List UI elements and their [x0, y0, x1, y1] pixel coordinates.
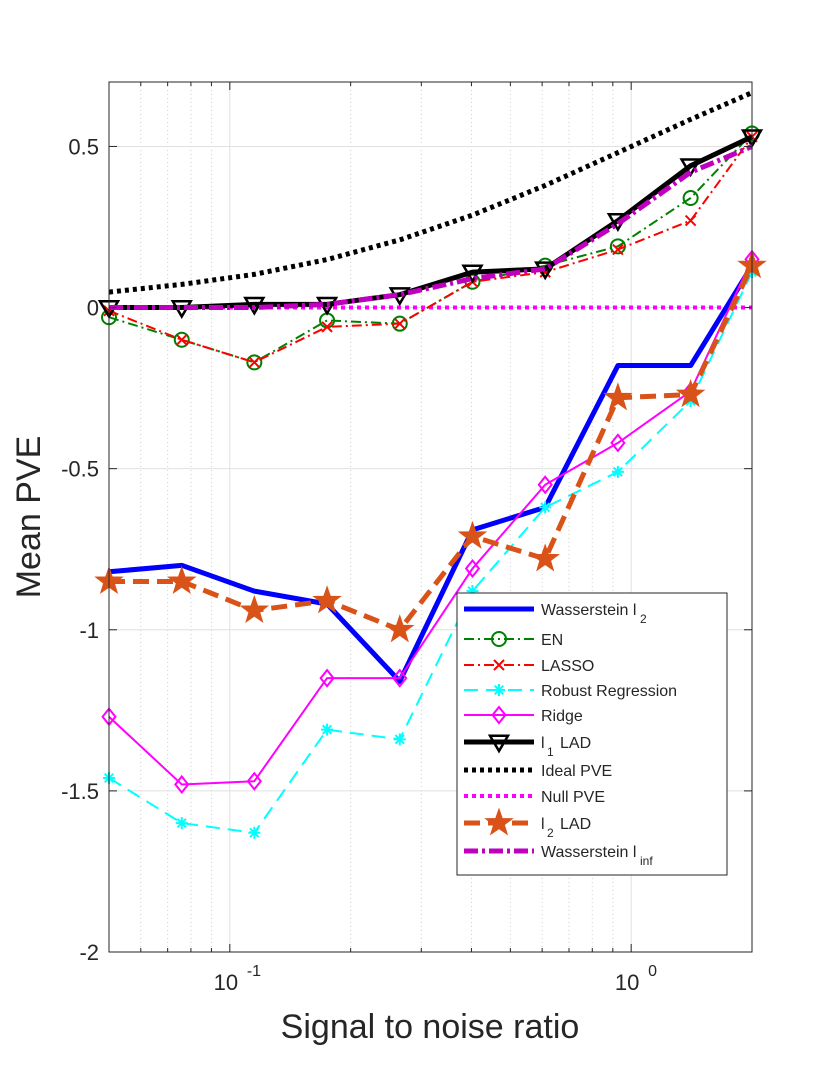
- x-tick-exponent: -1: [247, 963, 261, 980]
- legend-entry-0: Wasserstein l 2: [464, 602, 647, 626]
- series-6: [108, 90, 753, 295]
- marker-x: [684, 214, 697, 227]
- legend-box: [456, 592, 728, 876]
- series-0: [108, 264, 755, 684]
- series-line: [108, 258, 753, 786]
- marker-triangle: [679, 158, 702, 178]
- legend-entry-2: LASSO: [464, 658, 594, 675]
- marker-x: [176, 334, 188, 346]
- legend-label-suffix: LAD: [560, 735, 591, 752]
- y-tick-label: -0.5: [61, 457, 99, 482]
- marker-pentagram: [312, 585, 342, 614]
- legend: Wasserstein l 2 EN LASSO Robust Regression Ri…: [456, 592, 728, 876]
- marker-asterisk: [175, 817, 188, 830]
- marker-circle: [491, 631, 507, 647]
- series-line: [108, 136, 753, 364]
- marker-diamond: [319, 668, 335, 688]
- series-line: [108, 90, 753, 295]
- legend-label: Null PVE: [541, 789, 605, 806]
- marker-asterisk: [611, 465, 624, 478]
- marker-pentagram: [675, 379, 706, 408]
- y-tick-label: -2: [79, 940, 99, 965]
- marker-triangle: [487, 734, 511, 754]
- plot-area-frame: [108, 81, 753, 953]
- marker-x: [321, 321, 333, 333]
- legend-label-subscript: 1: [547, 745, 554, 759]
- marker-circle: [682, 190, 699, 206]
- legend-label-subscript: inf: [640, 854, 653, 868]
- legend-label: Ideal PVE: [541, 763, 612, 780]
- legend-entry-1: EN: [464, 631, 563, 649]
- marker-diamond: [174, 774, 190, 795]
- marker-pentagram: [530, 543, 560, 572]
- marker-diamond: [246, 771, 263, 791]
- marker-pentagram: [385, 614, 415, 643]
- marker-asterisk: [321, 723, 334, 736]
- legend-entry-7: Null PVE: [464, 789, 605, 806]
- marker-asterisk: [684, 395, 697, 407]
- legend-label: Wasserstein l: [541, 602, 636, 619]
- marker-x: [248, 356, 261, 369]
- marker-asterisk: [539, 501, 552, 514]
- series-line: [108, 264, 755, 684]
- legend-label: l: [541, 816, 545, 833]
- y-tick-label: 0.5: [68, 134, 99, 159]
- marker-x: [493, 659, 505, 671]
- x-tick-label: 10: [214, 970, 238, 995]
- marker-diamond: [610, 433, 626, 453]
- series-line: [109, 144, 753, 311]
- marker-diamond: [537, 475, 553, 495]
- legend-label-suffix: LAD: [560, 816, 591, 833]
- legend-label: l: [541, 735, 545, 752]
- x-tick-label: 10: [615, 970, 639, 995]
- series-line: [108, 132, 753, 364]
- marker-diamond: [491, 705, 507, 725]
- legend-label: Robust Regression: [541, 683, 677, 700]
- marker-asterisk: [393, 733, 406, 746]
- marker-pentagram: [484, 807, 514, 836]
- series-9: [109, 144, 753, 311]
- marker-triangle: [243, 296, 266, 316]
- legend-entry-8: l 2 LAD: [464, 807, 591, 840]
- marker-pentagram: [603, 382, 633, 411]
- legend-label-subscript: 2: [547, 826, 554, 840]
- y-tick-label: -1.5: [61, 779, 99, 804]
- marker-asterisk: [466, 585, 479, 598]
- marker-asterisk: [248, 826, 261, 839]
- marker-x: [394, 317, 406, 330]
- legend-label: EN: [541, 632, 563, 649]
- marker-circle: [173, 331, 190, 348]
- y-tick-label: -1: [79, 618, 99, 643]
- marker-circle: [246, 354, 263, 371]
- marker-pentagram: [239, 594, 270, 624]
- marker-pentagram: [166, 565, 197, 595]
- series-line: [108, 271, 753, 834]
- x-axis-label: Signal to noise ratio: [281, 1008, 580, 1046]
- marker-diamond: [392, 668, 408, 688]
- x-tick-exponent: 0: [648, 963, 657, 980]
- y-tick-label: 0: [87, 296, 99, 321]
- marker-asterisk: [493, 684, 505, 696]
- legend-label: Wasserstein l: [541, 844, 636, 861]
- series-4: [101, 249, 760, 795]
- legend-label: LASSO: [541, 658, 594, 675]
- marker-diamond: [464, 558, 481, 579]
- legend-entry-3: Robust Regression: [464, 683, 677, 700]
- y-axis-label: Mean PVE: [10, 436, 48, 599]
- legend-entry-5: l 1 LAD: [464, 734, 591, 759]
- legend-entry-6: Ideal PVE: [464, 763, 612, 780]
- marker-pentagram: [457, 520, 488, 549]
- series-line: [109, 264, 755, 633]
- legend-label-subscript: 2: [640, 612, 647, 626]
- marker-x: [612, 243, 624, 256]
- marker-triangle: [461, 264, 484, 284]
- legend-entry-4: Ridge: [464, 705, 583, 725]
- legend-label: Ridge: [541, 708, 583, 725]
- axis-ticks: 0.5 0 -0.5 -1 -1.5 -2 10 -1 10 0: [61, 82, 753, 995]
- legend-entry-9: Wasserstein l inf: [464, 844, 653, 868]
